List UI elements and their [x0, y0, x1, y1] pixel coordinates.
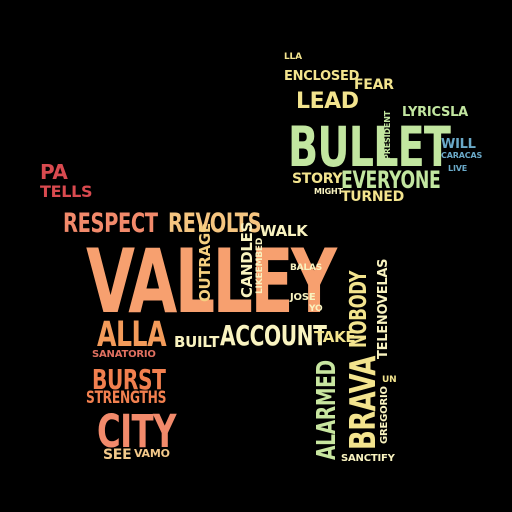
word-un: UN: [382, 375, 397, 385]
word-tells: TELLS: [40, 182, 93, 201]
word-candles: CANDLES: [238, 221, 256, 298]
word-walk: WALK: [260, 222, 308, 240]
word-outrage: OUTRAGE: [196, 223, 214, 302]
word-enclosed: ENCLOSED: [284, 69, 360, 84]
word-will: WILL: [441, 137, 476, 152]
word-telenovelas: TELENOVELAS: [376, 258, 391, 359]
word-respect: RESPECT: [63, 208, 158, 239]
word-see: SEE: [103, 447, 132, 463]
word-turned: TURNED: [341, 189, 404, 205]
word-balas: BALAS: [290, 263, 323, 273]
word-valley: VALLEY: [86, 230, 337, 333]
word-burst: BURST: [92, 363, 166, 396]
word-pa: PA: [40, 160, 68, 184]
word-brava: BRAVA: [343, 356, 384, 450]
word-might: MIGHT: [314, 187, 343, 196]
word-lyricsla: LYRICSLA: [402, 105, 468, 120]
word-lead: LEAD: [296, 89, 359, 114]
word-account: ACCOUNT: [220, 319, 327, 352]
word-alarmed: ALARMED: [312, 360, 342, 460]
word-jose: JOSE: [290, 292, 316, 303]
word-alla: ALLA: [97, 315, 167, 355]
word-city: CITY: [97, 405, 176, 458]
word-story: STORY: [292, 171, 343, 187]
word-gregorio: GREGORIO: [379, 386, 390, 444]
word-lla: LLA: [284, 52, 302, 62]
word-bullet: BULLET: [288, 115, 451, 179]
word-caracas: CARACAS: [441, 151, 483, 160]
word-built: BUILT: [174, 333, 220, 351]
word-fear: FEAR: [354, 77, 394, 93]
word-strengths: STRENGTHS: [86, 388, 167, 408]
word-nobody: NOBODY: [346, 270, 372, 348]
word-live: LIVE: [448, 164, 468, 173]
word-revolts: REVOLTS: [168, 208, 262, 239]
word-president: PRESIDENT: [383, 110, 392, 160]
word-yo: YO: [309, 304, 323, 314]
word-vamo: VAMO: [134, 447, 170, 460]
word-sanctify: SANCTIFY: [341, 453, 395, 464]
word-likeembed: LIKEEMBED: [255, 237, 265, 294]
word-take: TAKE: [314, 328, 356, 346]
word-everyone: EVERYONE: [341, 166, 441, 194]
word-sanatorio: SANATORIO: [92, 349, 156, 360]
